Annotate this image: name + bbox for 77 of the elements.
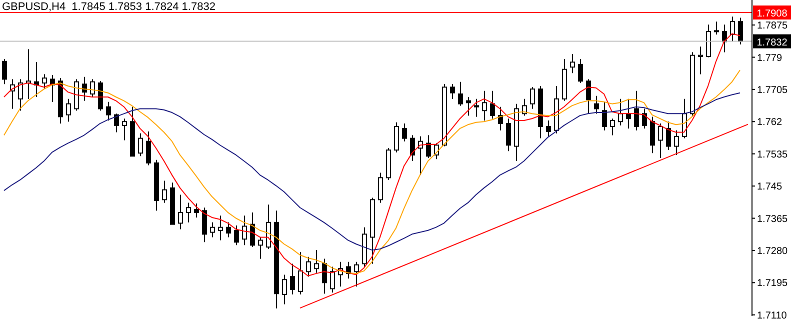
y-tick-label: 1.762: [757, 117, 782, 128]
candlestick: [650, 116, 655, 154]
candlestick: [354, 261, 359, 287]
candlestick: [234, 224, 239, 246]
candlestick: [498, 106, 503, 131]
candlestick: [194, 202, 199, 218]
candlestick: [610, 118, 615, 136]
candlestick: [714, 21, 719, 35]
candlestick: [90, 78, 95, 98]
candlestick: [490, 90, 495, 120]
candlestick: [298, 251, 303, 295]
y-tick-label: 1.7875: [757, 20, 788, 32]
candlestick: [18, 78, 23, 112]
candlestick: [210, 222, 215, 238]
candlestick: [530, 86, 535, 110]
candlestick: [394, 122, 399, 153]
candlestick: [42, 74, 47, 90]
candlestick: [290, 263, 295, 295]
candlestick: [666, 121, 671, 151]
candlestick: [242, 215, 247, 246]
candlestick: [466, 96, 471, 116]
ref-line-label: 1.7832: [756, 37, 788, 48]
candlestick: [82, 76, 87, 102]
candlestick: [730, 16, 735, 42]
candlestick: [410, 134, 415, 162]
y-tick-label: 1.7280: [757, 246, 788, 257]
candlestick: [378, 172, 383, 204]
candlestick: [402, 123, 407, 142]
candlestick: [698, 46, 703, 75]
candlestick: [114, 113, 119, 133]
chart-title: GBPUSD,H4 1.7845 1.7853 1.7824 1.7832: [2, 1, 216, 13]
y-tick-label: 1.745: [757, 182, 782, 193]
candlestick: [122, 118, 127, 141]
line-series: [4, 92, 740, 251]
candlestick: [66, 98, 71, 122]
candlestick: [658, 123, 663, 158]
candlestick: [450, 84, 455, 100]
y-tick-label: 1.7110: [757, 310, 788, 322]
candlestick: [330, 266, 335, 294]
y-tick-label: 1.7365: [757, 214, 788, 225]
candlestick: [178, 194, 183, 230]
y-tick-label: 1.779: [757, 52, 782, 64]
candlestick: [162, 180, 167, 204]
candlestick: [258, 236, 263, 260]
candlestick: [642, 108, 647, 129]
candlestick: [474, 98, 479, 118]
candlestick: [570, 54, 575, 74]
candlestick: [2, 58, 7, 85]
candlestick: [674, 130, 679, 156]
candlestick: [586, 78, 591, 114]
candlestick: [482, 90, 487, 121]
candlestick: [738, 17, 743, 45]
candlestick: [578, 58, 583, 84]
candlestick: [146, 130, 151, 166]
candlestick: [522, 98, 527, 116]
candlestick: [322, 258, 327, 294]
candlestick: [602, 101, 607, 131]
candlestick: [226, 222, 231, 238]
candlestick: [106, 101, 111, 121]
candlestick: [546, 120, 551, 137]
ref-line-label: 1.7908: [756, 8, 788, 20]
candlestick: [314, 250, 319, 274]
candlestick: [282, 274, 287, 305]
y-tick-label: 1.7535: [757, 149, 788, 160]
candlestick: [594, 95, 599, 114]
candlestick: [138, 132, 143, 157]
candlestick: [618, 98, 623, 126]
candlestick: [306, 256, 311, 278]
candlestick: [426, 134, 431, 158]
candlestick: [458, 81, 463, 106]
candlestick: [506, 118, 511, 152]
candlestick: [202, 207, 207, 243]
candlestick: [186, 202, 191, 223]
y-tick-label: 1.7705: [757, 84, 788, 96]
y-tick-label: 1.7195: [757, 278, 788, 290]
candlestick: [634, 90, 639, 131]
candlestick: [218, 215, 223, 241]
